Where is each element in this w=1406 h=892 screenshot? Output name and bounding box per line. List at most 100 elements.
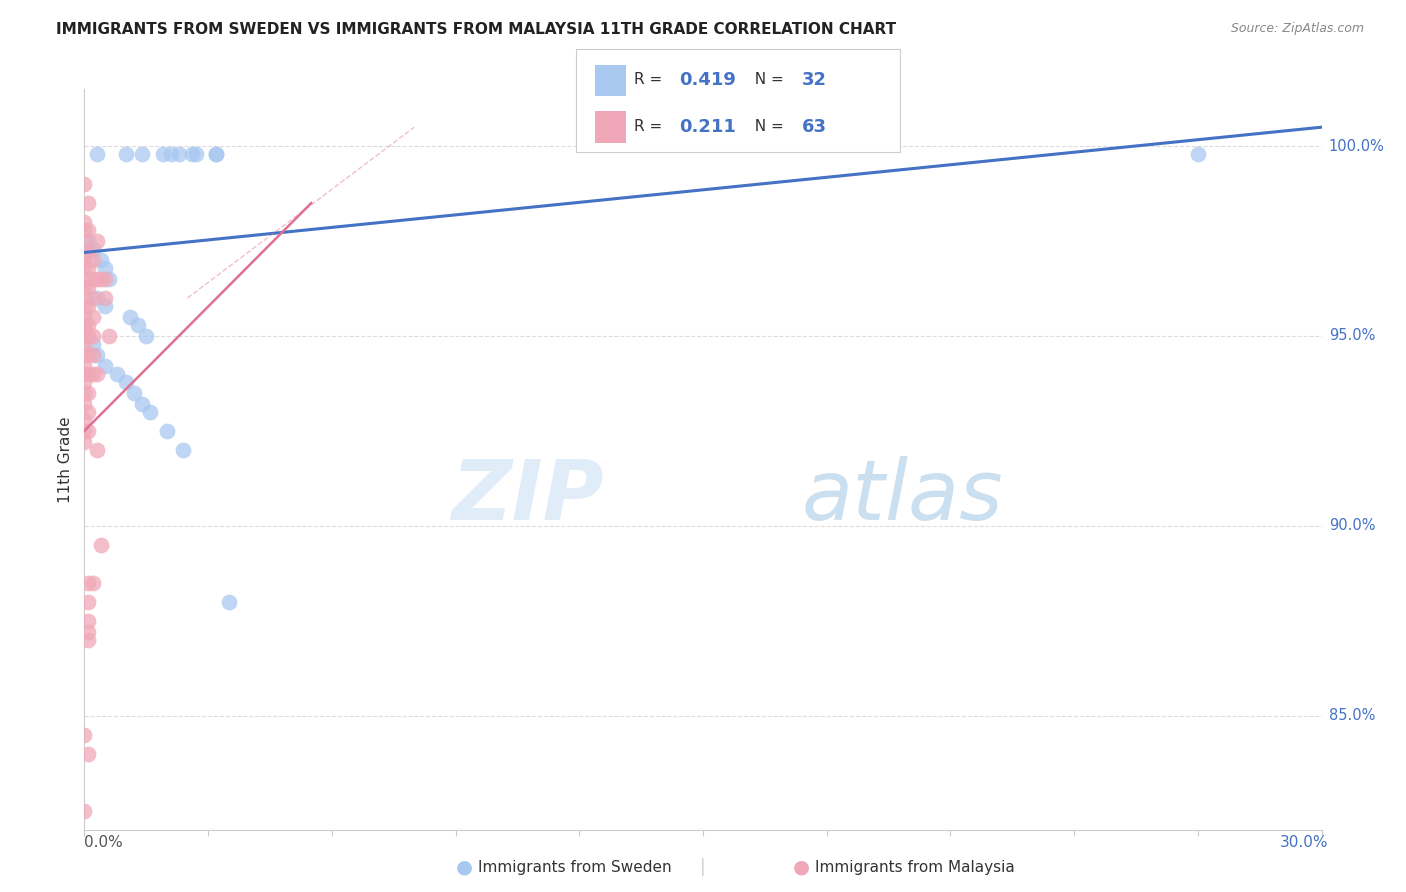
Point [73,234,96,248]
Text: 100.0%: 100.0% [1329,138,1385,153]
Point [160,146,183,161]
Point [73,397,96,411]
Text: ●: ● [456,857,472,877]
Point [114,375,136,389]
Point [127,318,149,332]
Point [73,336,96,351]
Point [77,614,100,628]
Text: N =: N = [745,119,789,134]
Point [135,329,157,343]
Point [73,318,96,332]
Point [139,405,162,419]
Point [77,279,100,293]
Point [86,146,108,161]
Point [73,359,96,374]
Point [77,196,100,211]
Point [73,177,96,191]
Point [73,804,96,818]
Point [73,329,96,343]
Point [73,253,96,268]
Text: atlas: atlas [801,456,1004,537]
Point [156,424,179,438]
Point [122,386,145,401]
Point [205,146,228,161]
Point [1187,146,1209,161]
Point [77,318,100,332]
Point [118,310,141,324]
Text: 32: 32 [801,70,827,88]
Point [77,329,100,343]
Point [73,424,96,438]
Point [94,272,117,286]
Point [77,575,100,590]
Text: ●: ● [793,857,810,877]
Point [82,348,104,362]
Point [73,386,96,401]
Point [94,299,117,313]
Text: N =: N = [745,72,789,87]
Point [77,222,100,236]
Point [77,424,100,438]
Text: Immigrants from Sweden: Immigrants from Sweden [478,860,672,874]
Point [73,310,96,324]
Point [77,625,100,640]
Point [105,367,128,381]
Point [90,253,112,268]
Point [77,299,100,313]
Point [180,146,202,161]
Point [205,146,228,161]
Point [98,272,121,286]
Point [77,367,100,381]
Point [77,260,100,275]
Point [77,405,100,419]
Text: 90.0%: 90.0% [1329,518,1375,533]
Point [94,359,117,374]
Point [82,272,104,286]
Point [114,146,136,161]
Text: 0.0%: 0.0% [84,836,124,850]
Point [86,442,108,457]
Point [86,272,108,286]
Point [82,310,104,324]
Text: 95.0%: 95.0% [1329,328,1375,343]
Point [77,747,100,761]
Point [184,146,207,161]
Text: Source: ZipAtlas.com: Source: ZipAtlas.com [1230,22,1364,36]
Point [77,386,100,401]
Point [90,538,112,552]
Y-axis label: 11th Grade: 11th Grade [58,416,73,503]
Point [73,321,96,335]
Point [73,375,96,389]
Text: 85.0%: 85.0% [1329,708,1375,723]
Point [73,728,96,742]
Point [77,234,100,248]
Point [77,245,100,260]
Point [90,272,112,286]
Point [73,222,96,236]
Point [86,348,108,362]
Point [73,291,96,305]
Point [73,215,96,229]
Text: R =: R = [634,72,668,87]
Text: 30.0%: 30.0% [1281,836,1329,850]
Point [73,279,96,293]
Point [82,336,104,351]
Point [73,272,96,286]
Text: |: | [700,858,706,876]
Point [82,291,104,305]
Point [218,595,240,609]
Point [131,146,153,161]
Point [77,595,100,609]
Text: IMMIGRANTS FROM SWEDEN VS IMMIGRANTS FROM MALAYSIA 11TH GRADE CORRELATION CHART: IMMIGRANTS FROM SWEDEN VS IMMIGRANTS FRO… [56,22,897,37]
Point [73,348,96,362]
Point [73,245,96,260]
Point [73,299,96,313]
Point [77,632,100,647]
Point [86,234,108,248]
Point [73,260,96,275]
Point [82,329,104,343]
Point [94,291,117,305]
Point [152,146,174,161]
Point [94,260,117,275]
Point [131,397,153,411]
